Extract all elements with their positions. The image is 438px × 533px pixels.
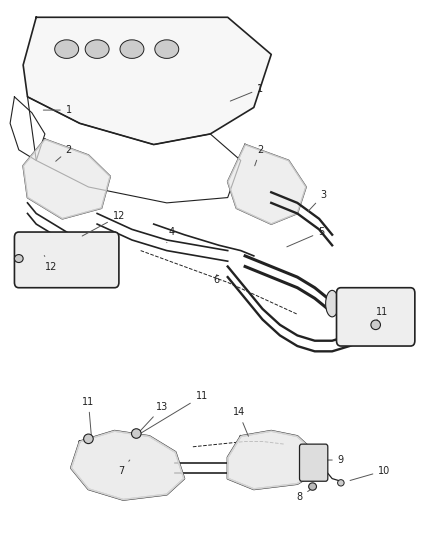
Text: 3: 3	[308, 190, 326, 212]
Polygon shape	[71, 431, 184, 500]
Ellipse shape	[120, 40, 144, 59]
Text: 5: 5	[287, 227, 325, 247]
Text: 4: 4	[167, 227, 174, 243]
Text: 14: 14	[233, 407, 248, 436]
Polygon shape	[228, 144, 306, 224]
Text: 12: 12	[44, 255, 58, 271]
FancyBboxPatch shape	[336, 288, 415, 346]
Ellipse shape	[84, 434, 93, 443]
Text: 2: 2	[56, 145, 72, 161]
Ellipse shape	[85, 40, 109, 59]
Polygon shape	[23, 139, 110, 219]
Ellipse shape	[309, 483, 317, 490]
FancyBboxPatch shape	[14, 232, 119, 288]
Text: 1: 1	[230, 84, 263, 101]
Ellipse shape	[155, 40, 179, 59]
Text: 7: 7	[118, 460, 130, 475]
Ellipse shape	[14, 255, 23, 263]
Ellipse shape	[131, 429, 141, 438]
Ellipse shape	[371, 320, 381, 329]
Text: 6: 6	[214, 274, 220, 285]
Text: 1: 1	[43, 105, 72, 115]
Text: 9: 9	[324, 455, 344, 465]
Text: 13: 13	[138, 402, 169, 433]
Text: 11: 11	[141, 391, 208, 433]
FancyBboxPatch shape	[300, 444, 328, 481]
Text: 2: 2	[255, 145, 264, 166]
Text: 11: 11	[82, 397, 95, 440]
Text: 11: 11	[376, 306, 389, 319]
Ellipse shape	[325, 290, 339, 317]
Polygon shape	[23, 17, 271, 144]
Text: 10: 10	[350, 466, 391, 480]
Text: 8: 8	[297, 490, 310, 502]
Text: 12: 12	[82, 211, 125, 236]
Ellipse shape	[55, 40, 79, 59]
Ellipse shape	[338, 480, 344, 486]
Polygon shape	[228, 431, 315, 489]
